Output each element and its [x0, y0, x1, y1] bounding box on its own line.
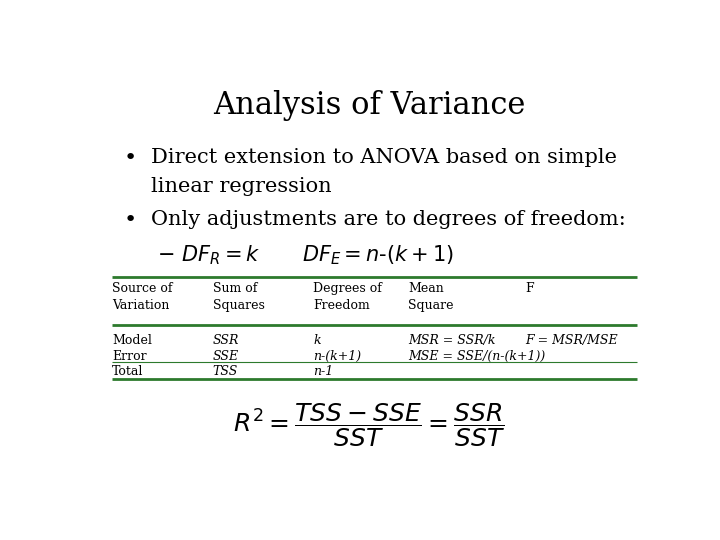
Text: F = MSR/MSE: F = MSR/MSE — [526, 334, 618, 347]
Text: Total: Total — [112, 366, 144, 379]
Text: SSR: SSR — [213, 334, 239, 347]
Text: Analysis of Variance: Analysis of Variance — [213, 90, 525, 121]
Text: SSE: SSE — [213, 349, 239, 363]
Text: Variation: Variation — [112, 299, 170, 312]
Text: •: • — [124, 148, 137, 168]
Text: n-(k+1): n-(k+1) — [313, 349, 361, 363]
Text: Degrees of: Degrees of — [313, 282, 382, 295]
Text: k: k — [313, 334, 321, 347]
Text: Freedom: Freedom — [313, 299, 370, 312]
Text: Only adjustments are to degrees of freedom:: Only adjustments are to degrees of freed… — [151, 210, 626, 230]
Text: MSE = SSE/(n-(k+1)): MSE = SSE/(n-(k+1)) — [408, 349, 545, 363]
Text: linear regression: linear regression — [151, 177, 332, 196]
Text: Sum of: Sum of — [213, 282, 257, 295]
Text: Direct extension to ANOVA based on simple: Direct extension to ANOVA based on simpl… — [151, 148, 617, 167]
Text: $DF_E = n\text{-}(k+1)$: $DF_E = n\text{-}(k+1)$ — [302, 244, 454, 267]
Text: Mean: Mean — [408, 282, 444, 295]
Text: Source of: Source of — [112, 282, 173, 295]
Text: Square: Square — [408, 299, 454, 312]
Text: •: • — [124, 210, 137, 231]
Text: Error: Error — [112, 349, 147, 363]
Text: MSR = SSR/k: MSR = SSR/k — [408, 334, 495, 347]
Text: F: F — [526, 282, 534, 295]
Text: Squares: Squares — [213, 299, 265, 312]
Text: TSS: TSS — [213, 366, 238, 379]
Text: $-\ DF_R = k$: $-\ DF_R = k$ — [157, 244, 261, 267]
Text: $R^2 = \dfrac{TSS - SSE}{SST} = \dfrac{SSR}{SST}$: $R^2 = \dfrac{TSS - SSE}{SST} = \dfrac{S… — [233, 402, 505, 449]
Text: n-1: n-1 — [313, 366, 333, 379]
Text: Model: Model — [112, 334, 152, 347]
